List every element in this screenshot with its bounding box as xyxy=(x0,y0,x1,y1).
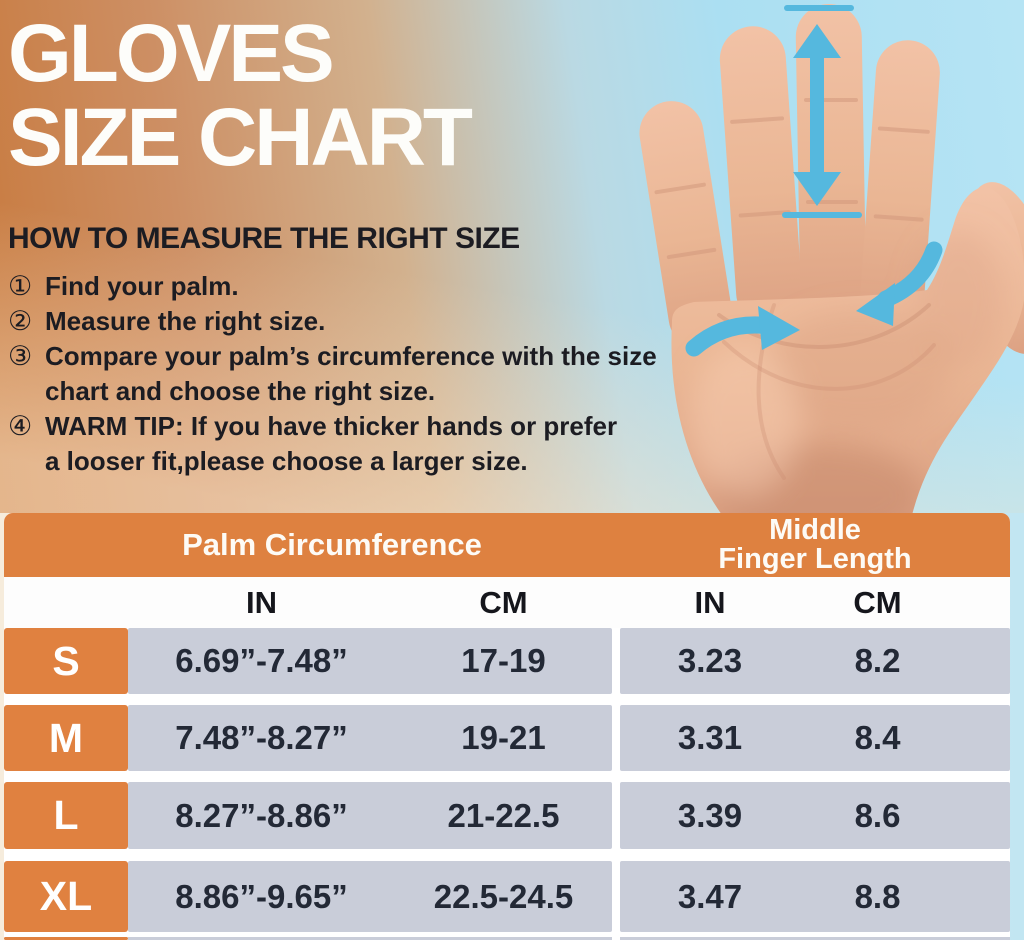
palm-cm-value: 19-21 xyxy=(395,705,612,771)
size-label: XL xyxy=(4,861,128,932)
palm-cm-value: 17-19 xyxy=(395,628,612,694)
middle-finger-length-header: Middle Finger Length xyxy=(620,513,1010,577)
unit-header-row: IN CM IN CM xyxy=(4,577,1010,628)
step-4-text: WARM TIP: If you have thicker hands or p… xyxy=(45,411,618,476)
table-row-cutoff xyxy=(4,937,1010,940)
palm-cm-value xyxy=(395,937,612,940)
section-gap xyxy=(612,937,620,940)
section-gap xyxy=(612,628,620,694)
step-4-marker: ④ xyxy=(8,411,33,441)
finger-in-value: 3.47 xyxy=(620,861,800,932)
unit-finger-cm: CM xyxy=(853,584,902,620)
row-filler xyxy=(955,861,1010,932)
size-table: Palm Circumference Middle Finger Length … xyxy=(4,513,1010,940)
step-1-marker: ① xyxy=(8,271,33,301)
howto-step-2: ② Measure the right size. xyxy=(8,304,753,339)
howto-step-4: ④ WARM TIP: If you have thicker hands or… xyxy=(8,409,753,479)
hand-photo xyxy=(634,3,1024,515)
unit-palm-in: IN xyxy=(246,584,277,620)
palm-cm-value: 21-22.5 xyxy=(395,782,612,849)
howto-heading: HOW TO MEASURE THE RIGHT SIZE xyxy=(8,222,520,255)
palm-cm-value: 22.5-24.5 xyxy=(395,861,612,932)
finger-cm-value xyxy=(800,937,955,940)
hand-shading xyxy=(654,98,1004,515)
table-header: Palm Circumference Middle Finger Length xyxy=(4,513,1010,577)
finger-cm-value: 8.8 xyxy=(800,861,955,932)
page-title: GLOVES SIZE CHART xyxy=(8,8,473,183)
palm-wrap-arrow-left-icon xyxy=(685,306,800,357)
step-2-marker: ② xyxy=(8,306,33,336)
finger-in-value: 3.31 xyxy=(620,705,800,771)
size-label: M xyxy=(4,705,128,771)
finger-cm-value: 8.6 xyxy=(800,782,955,849)
unit-palm-cm: CM xyxy=(479,584,528,620)
table-row-m: M 7.48”-8.27” 19-21 3.31 8.4 xyxy=(4,705,1010,771)
howto-section: HOW TO MEASURE THE RIGHT SIZE ① Find you… xyxy=(8,222,753,479)
table-row-s: S 6.69”-7.48” 17-19 3.23 8.2 xyxy=(4,628,1010,694)
section-gap xyxy=(612,861,620,932)
row-filler xyxy=(955,628,1010,694)
finger-header-line-2: Finger Length xyxy=(718,543,912,575)
finger-in-value xyxy=(620,937,800,940)
palm-in-value: 8.86”-9.65” xyxy=(128,861,395,932)
title-line-1: GLOVES xyxy=(8,8,335,99)
howto-step-1: ① Find your palm. xyxy=(8,269,753,304)
finger-cm-value: 8.4 xyxy=(800,705,955,771)
palm-in-value: 8.27”-8.86” xyxy=(128,782,395,849)
palm-wrap-arrow-right-icon xyxy=(856,241,943,326)
palm-in-value xyxy=(128,937,395,940)
section-gap xyxy=(612,705,620,771)
row-filler xyxy=(955,705,1010,771)
finger-in-value: 3.39 xyxy=(620,782,800,849)
step-1-text: Find your palm. xyxy=(45,271,239,301)
step-3-marker: ③ xyxy=(8,341,33,371)
step-2-text: Measure the right size. xyxy=(45,306,326,336)
size-label xyxy=(4,937,128,940)
palm-circumference-header: Palm Circumference xyxy=(182,527,482,562)
finger-cm-value: 8.2 xyxy=(800,628,955,694)
title-line-2: SIZE CHART xyxy=(8,92,473,183)
finger-header-line-1: Middle xyxy=(769,514,861,546)
howto-step-3: ③ Compare your palm’s circumference with… xyxy=(8,339,753,409)
unit-finger-in: IN xyxy=(694,584,726,620)
size-label: S xyxy=(4,628,128,694)
table-row-xl: XL 8.86”-9.65” 22.5-24.5 3.47 8.8 xyxy=(4,861,1010,932)
step-3-text: Compare your palm’s circumference with t… xyxy=(45,341,657,406)
finger-length-arrow-icon xyxy=(782,5,862,218)
size-label: L xyxy=(4,782,128,849)
row-filler xyxy=(955,782,1010,849)
palm-in-value: 6.69”-7.48” xyxy=(128,628,395,694)
palm-in-value: 7.48”-8.27” xyxy=(128,705,395,771)
section-gap xyxy=(612,782,620,849)
finger-in-value: 3.23 xyxy=(620,628,800,694)
table-row-l: L 8.27”-8.86” 21-22.5 3.39 8.6 xyxy=(4,782,1010,849)
row-filler xyxy=(955,937,1010,940)
